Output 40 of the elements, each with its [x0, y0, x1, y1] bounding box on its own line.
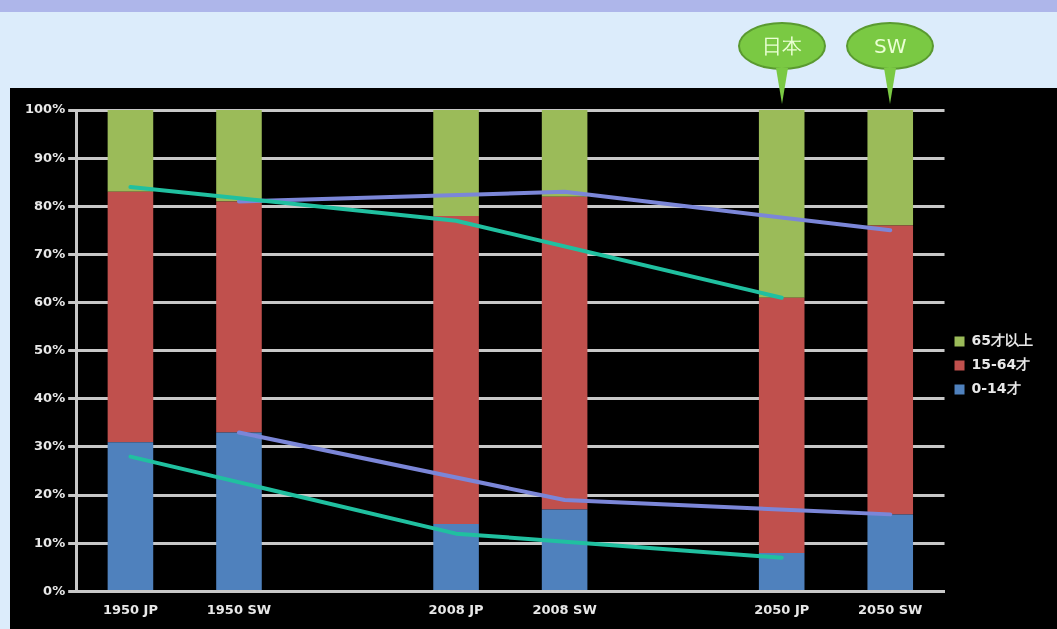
bar: [541, 509, 588, 590]
x-tick-label: 2050 SW: [858, 601, 923, 617]
y-tick-label: 0%: [43, 582, 66, 598]
y-tick-label: 100%: [24, 101, 66, 117]
bar: [867, 225, 914, 515]
bar: [216, 432, 262, 590]
annotation: 日本: [737, 22, 826, 70]
bar: [541, 196, 588, 510]
bar: [216, 201, 262, 433]
bar: [216, 110, 262, 202]
legend-label: 15-64才: [971, 356, 1031, 373]
y-tick-label: 10%: [34, 534, 66, 550]
y-tick-label: 80%: [34, 197, 66, 213]
bar: [867, 110, 914, 226]
y-tick-label: 60%: [34, 293, 66, 309]
y-tick-label: 50%: [34, 342, 66, 358]
x-tick-label: 2050 JP: [754, 601, 810, 617]
bar: [107, 191, 154, 443]
y-tick-label: 40%: [34, 390, 66, 406]
y-tick-label: 20%: [34, 486, 66, 502]
bar: [107, 110, 154, 192]
y-tick-label: 70%: [34, 245, 66, 261]
bar: [433, 215, 479, 524]
legend-label: 65才以上: [971, 332, 1033, 349]
x-tick-label: 2008 SW: [532, 601, 597, 617]
bar: [433, 524, 479, 590]
bar: [867, 514, 914, 590]
x-tick-label: 2008 JP: [428, 601, 484, 617]
y-tick-label: 90%: [34, 149, 66, 165]
bar: [758, 552, 805, 590]
bar: [433, 110, 479, 216]
x-tick-label: 1950 SW: [206, 601, 272, 617]
bar: [758, 297, 805, 553]
annotation: SW: [846, 22, 935, 70]
bar: [758, 110, 805, 298]
x-tick-label: 1950 JP: [102, 601, 158, 617]
bar: [107, 442, 154, 590]
bar: [541, 110, 588, 197]
legend-label: 0-14才: [971, 380, 1021, 397]
y-tick-label: 30%: [34, 438, 66, 454]
